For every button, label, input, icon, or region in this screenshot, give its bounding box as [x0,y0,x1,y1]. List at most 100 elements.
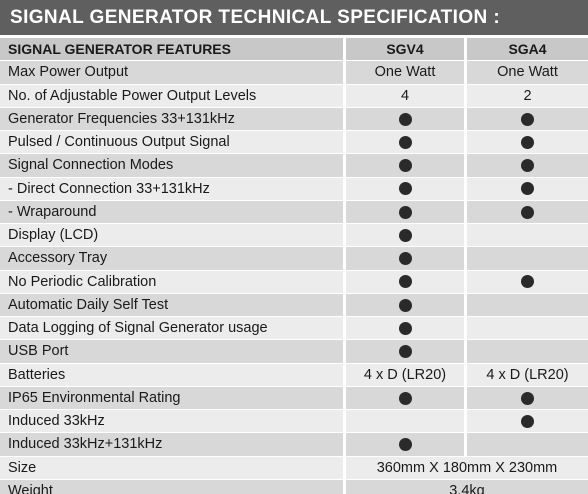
filled-circle-icon [521,159,534,173]
feature-label: IP65 Environmental Rating [0,386,346,409]
sgv4-feature-dot [346,340,467,363]
sga4-feature-dot [467,177,588,200]
table-row: Signal Connection Modes [0,154,588,177]
filled-circle-icon [398,159,412,173]
sgv4-feature-dot [346,154,467,177]
table-row: USB Port [0,340,588,363]
table-row: Max Power Output One Watt One Watt [0,61,588,84]
feature-label: Generator Frequencies 33+131kHz [0,107,346,130]
filled-circle-icon [398,205,412,219]
feature-label: - Wraparound [0,200,346,223]
table-row: Pulsed / Continuous Output Signal [0,131,588,154]
filled-circle-icon [398,298,412,312]
sgv4-value: 4 [346,84,467,107]
table-row: No Periodic Calibration [0,270,588,293]
sgv4-feature-dot [346,270,467,293]
sgv4-value: 4 x D (LR20) [346,363,467,386]
merged-value: 360mm X 180mm X 230mm [346,456,588,479]
sga4-value [467,433,588,456]
table-row: Size 360mm X 180mm X 230mm [0,456,588,479]
feature-label: Induced 33kHz+131kHz [0,433,346,456]
feature-label: Accessory Tray [0,247,346,270]
sga4-feature-dot [467,131,588,154]
feature-label: Weight [0,479,346,494]
table-row: Induced 33kHz+131kHz [0,433,588,456]
filled-circle-icon [398,228,412,242]
sga4-value: 2 [467,84,588,107]
sgv4-feature-dot [346,200,467,223]
feature-label: Data Logging of Signal Generator usage [0,317,346,340]
feature-label: USB Port [0,340,346,363]
filled-circle-icon [398,252,412,266]
filled-circle-icon [398,135,412,149]
sgv4-feature-dot [346,317,467,340]
filled-circle-icon [398,275,412,289]
sga4-feature-dot [467,270,588,293]
table-row: Generator Frequencies 33+131kHz [0,107,588,130]
feature-label: Max Power Output [0,61,346,84]
sgv4-feature-dot [346,293,467,316]
sgv4-value: One Watt [346,61,467,84]
table-row: Accessory Tray [0,247,588,270]
header-features: SIGNAL GENERATOR FEATURES [0,38,346,61]
sga4-value [467,293,588,316]
table-header-row: SIGNAL GENERATOR FEATURES SGV4 SGA4 [0,38,588,61]
filled-circle-icon [521,275,534,289]
filled-circle-icon [398,182,412,196]
table-row: Display (LCD) [0,224,588,247]
table-row: Data Logging of Signal Generator usage [0,317,588,340]
sga4-feature-dot [467,154,588,177]
sgv4-feature-dot [346,247,467,270]
feature-label: Batteries [0,363,346,386]
feature-label: No. of Adjustable Power Output Levels [0,84,346,107]
sga4-value [467,247,588,270]
sgv4-feature-dot [346,224,467,247]
filled-circle-icon [521,414,534,428]
filled-circle-icon [521,135,534,149]
sga4-value [467,224,588,247]
feature-label: - Direct Connection 33+131kHz [0,177,346,200]
table-row: Batteries 4 x D (LR20) 4 x D (LR20) [0,363,588,386]
sgv4-feature-dot [346,107,467,130]
merged-value: 3.4kg [346,479,588,494]
sgv4-feature-dot [346,131,467,154]
feature-label: Induced 33kHz [0,410,346,433]
feature-label: No Periodic Calibration [0,270,346,293]
filled-circle-icon [398,391,412,405]
table-row: Induced 33kHz [0,410,588,433]
sgv4-feature-dot [346,433,467,456]
filled-circle-icon [398,438,412,452]
filled-circle-icon [521,112,534,126]
table-row: - Direct Connection 33+131kHz [0,177,588,200]
sgv4-value [346,410,467,433]
sga4-value: One Watt [467,61,588,84]
feature-label: Size [0,456,346,479]
page-title: SIGNAL GENERATOR TECHNICAL SPECIFICATION… [0,0,588,35]
feature-label: Display (LCD) [0,224,346,247]
table-row: - Wraparound [0,200,588,223]
header-sga4: SGA4 [467,38,588,61]
header-sgv4: SGV4 [346,38,467,61]
sgv4-feature-dot [346,177,467,200]
feature-label: Automatic Daily Self Test [0,293,346,316]
sga4-value: 4 x D (LR20) [467,363,588,386]
sga4-feature-dot [467,107,588,130]
filled-circle-icon [521,391,534,405]
filled-circle-icon [521,205,534,219]
spec-table-body: Max Power Output One Watt One Watt No. of A… [0,61,588,494]
table-row: No. of Adjustable Power Output Levels 4 2 [0,84,588,107]
feature-label: Pulsed / Continuous Output Signal [0,131,346,154]
table-row: Automatic Daily Self Test [0,293,588,316]
table-row: IP65 Environmental Rating [0,386,588,409]
spec-table: SIGNAL GENERATOR FEATURES SGV4 SGA4 Max … [0,37,588,494]
sga4-feature-dot [467,386,588,409]
filled-circle-icon [398,112,412,126]
sgv4-feature-dot [346,386,467,409]
feature-label: Signal Connection Modes [0,154,346,177]
filled-circle-icon [521,182,534,196]
filled-circle-icon [398,345,412,359]
sga4-value [467,317,588,340]
sga4-value [467,340,588,363]
sga4-feature-dot [467,200,588,223]
